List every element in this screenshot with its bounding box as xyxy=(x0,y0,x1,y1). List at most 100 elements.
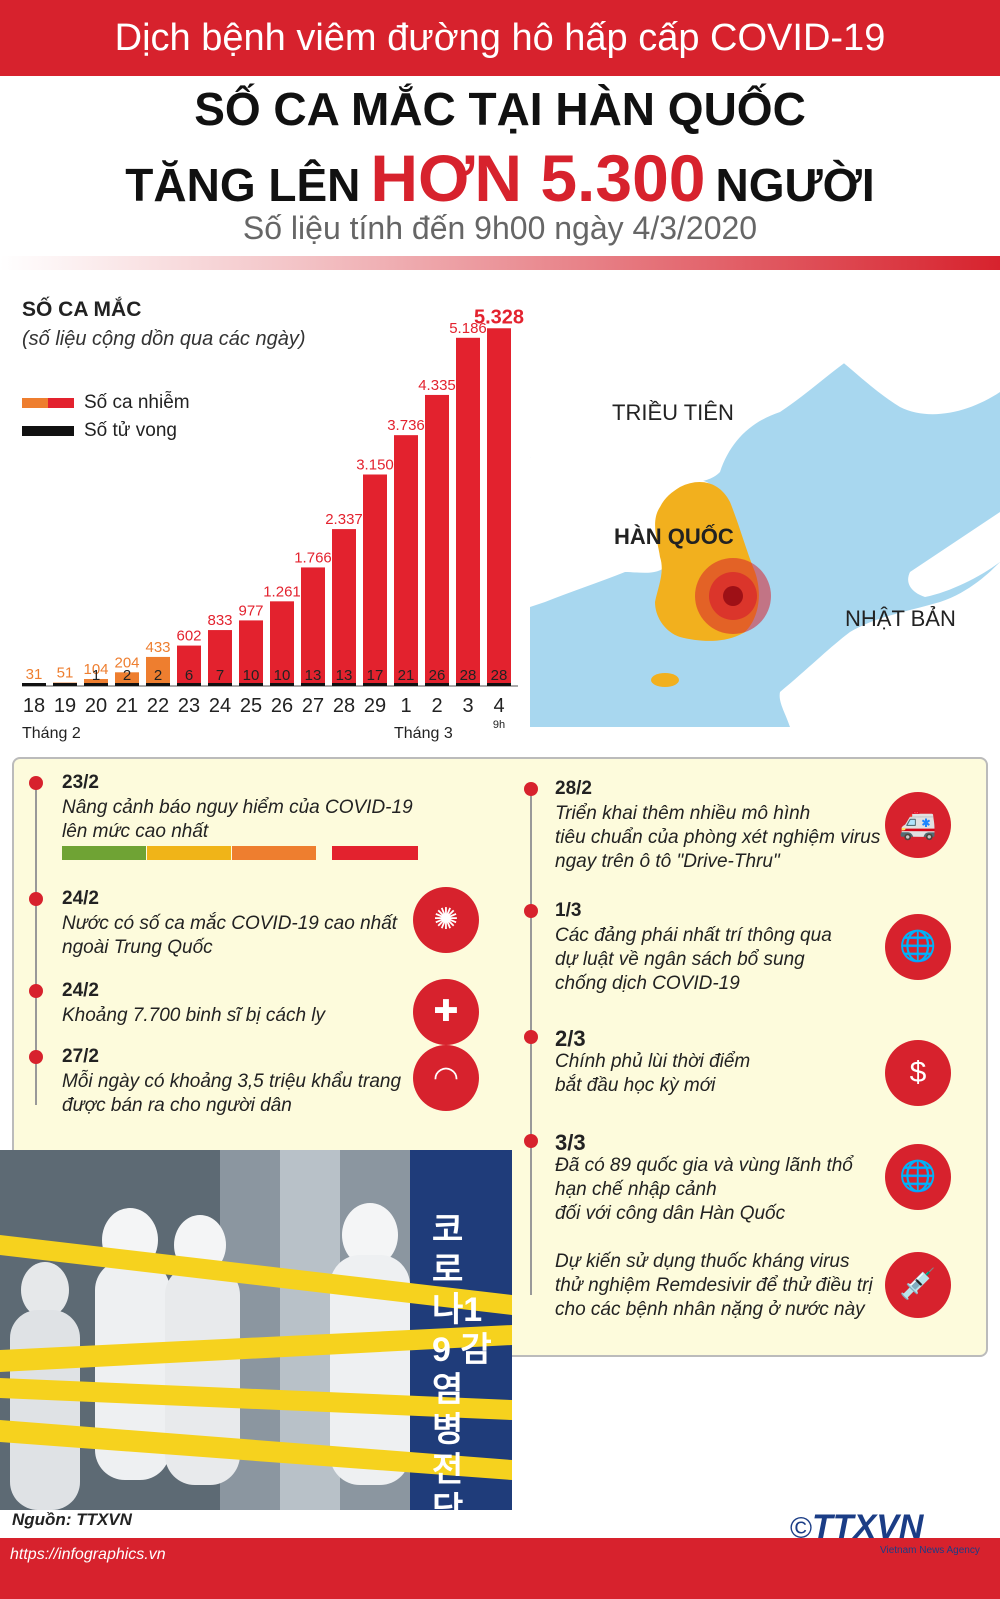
bar-value-label: 3.150 xyxy=(356,457,394,474)
x-tick-label: 26 xyxy=(271,695,293,717)
bar-cases xyxy=(301,567,325,686)
bar-value-label: 1.261 xyxy=(263,583,301,600)
bar-cases xyxy=(115,672,139,686)
x-tick-label: 1 xyxy=(400,695,411,717)
bar-value-label: 5.328 xyxy=(474,306,524,328)
death-value-label: 10 xyxy=(274,667,291,684)
bar-deaths xyxy=(301,683,325,686)
map-svg xyxy=(530,272,1000,727)
death-value-label: 28 xyxy=(491,667,508,684)
legend-cases-swatch xyxy=(22,398,74,408)
x-tick-label: 2 xyxy=(431,695,442,717)
chart-subtitle: (số liệu cộng dồn qua các ngày) xyxy=(22,328,306,350)
hospital-sign-text: 코로나19 감염병 전담병원 xyxy=(432,1211,492,1510)
legend-deaths-label: Số tử vong xyxy=(84,420,177,441)
bar-value-label: 204 xyxy=(114,654,139,671)
japan-islands xyxy=(779,562,1000,727)
cases-bar-chart: 3118511910412020422143322260262383372497… xyxy=(22,306,524,742)
x-tick-label: 20 xyxy=(85,695,107,717)
bar-value-label: 2.337 xyxy=(325,511,363,528)
bar-value-label: 5.186 xyxy=(449,320,487,337)
label-north-korea: TRIỀU TIÊN xyxy=(612,400,734,425)
copyright-symbol: © xyxy=(790,1512,813,1545)
footer-url[interactable]: https://infographics.vn xyxy=(10,1546,166,1563)
bar-deaths xyxy=(177,683,201,686)
x-tick-label: 19 xyxy=(54,695,76,717)
death-value-label: 7 xyxy=(216,667,224,684)
quarantine-photo: 코로나19 감염병 전담병원 xyxy=(0,1150,512,1510)
x-tick-label: 3 xyxy=(462,695,473,717)
x-tick-label: 23 xyxy=(178,695,200,717)
headline-highlight: HƠN 5.300 xyxy=(370,141,706,215)
bar-deaths xyxy=(22,683,46,686)
data-date-subtitle: Số liệu tính đến 9h00 ngày 4/3/2020 xyxy=(242,210,758,246)
headline-pre: TĂNG LÊN xyxy=(125,159,361,211)
death-value-label: 1 xyxy=(92,667,100,684)
bar-value-label: 51 xyxy=(57,665,74,682)
legend-deaths: Số tử vong xyxy=(22,420,177,442)
bar-deaths xyxy=(363,683,387,686)
death-value-label: 2 xyxy=(154,667,162,684)
headline-post: NGƯỜI xyxy=(715,159,875,211)
x-tick-label: 29 xyxy=(364,695,386,717)
bar-cases xyxy=(146,656,170,686)
russia-coast xyxy=(820,272,1000,415)
bar-deaths xyxy=(270,683,294,686)
headline-line2: TĂNG LÊN HƠN 5.300 NGƯỜI xyxy=(0,140,1000,216)
x-tick-label: 25 xyxy=(240,695,262,717)
bar-deaths xyxy=(115,683,139,686)
death-value-label: 13 xyxy=(336,667,353,684)
topic-banner: Dịch bệnh viêm đường hô hấp cấp COVID-19 xyxy=(0,0,1000,76)
bar-cases xyxy=(425,394,449,686)
x-tick-label: 28 xyxy=(333,695,355,717)
bar-value-label: 433 xyxy=(145,639,170,656)
source-label: Nguồn: TTXVN xyxy=(12,1510,132,1529)
bar-cases xyxy=(487,328,511,686)
x-tick-note: 9h xyxy=(493,719,505,731)
x-tick-label: 4 xyxy=(493,695,504,717)
bar-cases xyxy=(208,630,232,686)
label-south-korea: HÀN QUỐC xyxy=(614,524,734,549)
label-japan: NHẬT BẢN xyxy=(845,606,956,631)
x-tick-label: 21 xyxy=(116,695,138,717)
death-value-label: 17 xyxy=(367,667,384,684)
headline-line1: SỐ CA MẮC TẠI HÀN QUỐC xyxy=(194,83,806,135)
legend-deaths-swatch xyxy=(22,426,74,436)
hotspot-core xyxy=(723,586,743,606)
photo-illustration xyxy=(0,1150,512,1510)
separator-band xyxy=(0,256,1000,270)
footer-bar xyxy=(0,1538,1000,1599)
bar-value-label: 3.736 xyxy=(387,417,425,434)
death-value-label: 21 xyxy=(398,667,415,684)
x-tick-label: 18 xyxy=(23,695,45,717)
ttxvn-logo-subtitle: Vietnam News Agency xyxy=(880,1545,980,1556)
death-value-label: 13 xyxy=(305,667,322,684)
bar-cases xyxy=(456,337,480,686)
bar-cases xyxy=(84,679,108,686)
bar-deaths xyxy=(487,683,511,686)
legend-cases-label: Số ca nhiễm xyxy=(84,392,190,413)
x-tick-label: 27 xyxy=(302,695,324,717)
japan-honshu xyxy=(908,512,1000,597)
korea-map: TRIỀU TIÊN HÀN QUỐC NHẬT BẢN xyxy=(530,272,1000,727)
bar-value-label: 1.766 xyxy=(294,549,332,566)
ttxvn-logo: TTXVN xyxy=(812,1508,924,1546)
bar-deaths xyxy=(84,683,108,686)
bar-value-label: 833 xyxy=(207,612,232,629)
bar-deaths xyxy=(394,683,418,686)
legend-cases: Số ca nhiễm xyxy=(22,392,190,414)
bar-cases xyxy=(177,645,201,686)
chart-title: SỐ CA MẮC xyxy=(22,298,142,321)
bar-value-label: 602 xyxy=(176,628,201,645)
death-value-label: 28 xyxy=(460,667,477,684)
bar-deaths xyxy=(425,683,449,686)
bar-deaths xyxy=(332,683,356,686)
bar-value-label: 977 xyxy=(238,602,263,619)
bar-deaths xyxy=(456,683,480,686)
bar-cases xyxy=(363,474,387,686)
death-value-label: 10 xyxy=(243,667,260,684)
bar-deaths xyxy=(239,683,263,686)
x-tick-label: 24 xyxy=(209,695,231,717)
bar-cases xyxy=(270,601,294,686)
month-label: Tháng 3 xyxy=(394,725,453,742)
